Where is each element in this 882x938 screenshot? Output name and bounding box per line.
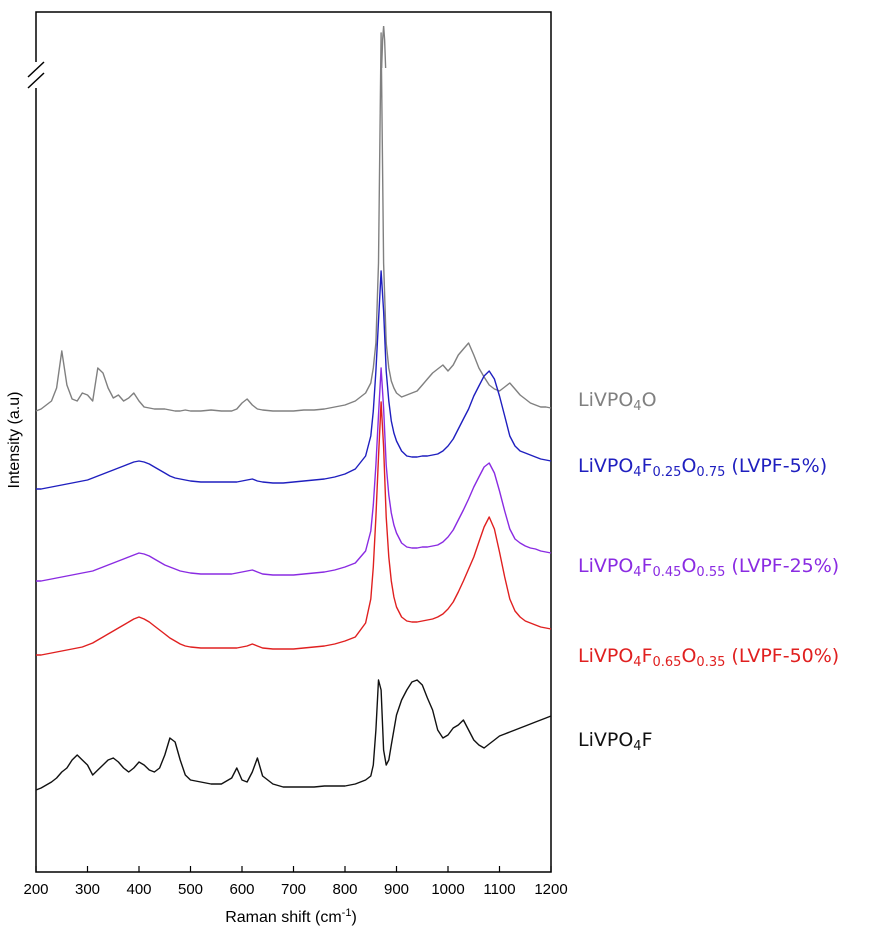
- x-axis-title-main: Raman shift (cm: [225, 909, 341, 926]
- series-label-part: (LVPF-25%): [725, 555, 839, 577]
- series-label-part: F: [642, 555, 653, 577]
- x-axis-title-close: ): [351, 909, 356, 926]
- series-line-0: [35, 32, 552, 412]
- series-label-part: LiVPO: [578, 645, 633, 667]
- x-tick-label: 1200: [534, 881, 567, 898]
- series-line-1: [36, 270, 552, 490]
- series-label-part: F: [642, 455, 653, 477]
- series-label-part: (LVPF-5%): [725, 455, 827, 477]
- x-tick-label: 300: [75, 881, 100, 898]
- series-line-2: [36, 367, 552, 582]
- series-label-part: 0.25: [653, 465, 682, 480]
- series-line-4: [35, 679, 552, 791]
- series-label-part: 0.75: [696, 465, 725, 480]
- series-label-part: O: [681, 555, 696, 577]
- x-axis-title: Raman shift (cm-1): [225, 907, 357, 926]
- x-axis-ticks: 200 300 400 500 600 700 800 900 1000 1100 1200: [23, 866, 568, 898]
- series-label-part: 0.55: [696, 565, 725, 580]
- series-lines: [35, 25, 552, 791]
- series-label-part: 0.65: [653, 655, 682, 670]
- x-tick-label: 400: [126, 881, 151, 898]
- series-label-part: F: [642, 645, 653, 667]
- plot-frame: [35, 11, 552, 873]
- series-label-part: 4: [633, 655, 641, 670]
- series-label-part: 4: [633, 465, 641, 480]
- x-tick-label: 200: [23, 881, 48, 898]
- series-label-part: O: [681, 455, 696, 477]
- series-label-0: LiVPO4O: [578, 389, 657, 414]
- series-label-part: O: [681, 645, 696, 667]
- series-label-part: (LVPF-50%): [725, 645, 839, 667]
- x-tick-label: 900: [384, 881, 409, 898]
- x-tick-label: 700: [281, 881, 306, 898]
- series-label-part: O: [642, 389, 657, 411]
- series-label-2: LiVPO4F0.45O0.55 (LVPF-25%): [578, 555, 839, 580]
- y-axis-break-mark: [27, 61, 45, 89]
- series-label-part: F: [642, 729, 653, 751]
- series-label-part: 4: [633, 565, 641, 580]
- x-axis-title-sup: -1: [342, 907, 352, 919]
- x-tick-label: 500: [178, 881, 203, 898]
- x-tick-label: 600: [229, 881, 254, 898]
- series-label-part: LiVPO: [578, 555, 633, 577]
- series-label-part: 0.45: [653, 565, 682, 580]
- x-tick-label: 1100: [483, 881, 515, 898]
- series-label-3: LiVPO4F0.65O0.35 (LVPF-50%): [578, 645, 839, 670]
- series-label-part: LiVPO: [578, 729, 633, 751]
- x-tick-label: 1000: [431, 881, 464, 898]
- y-axis-title: Intensity (a.u): [6, 392, 23, 489]
- series-line-0-peak-tip: [380, 25, 387, 69]
- series-label-part: LiVPO: [578, 389, 633, 411]
- series-label-1: LiVPO4F0.25O0.75 (LVPF-5%): [578, 455, 827, 480]
- series-line-3: [36, 401, 552, 656]
- series-label-4: LiVPO4F: [578, 729, 653, 754]
- series-label-part: LiVPO: [578, 455, 633, 477]
- series-label-part: 4: [633, 739, 641, 754]
- series-label-part: 4: [633, 399, 641, 414]
- x-tick-label: 800: [332, 881, 357, 898]
- series-label-part: 0.35: [696, 655, 725, 670]
